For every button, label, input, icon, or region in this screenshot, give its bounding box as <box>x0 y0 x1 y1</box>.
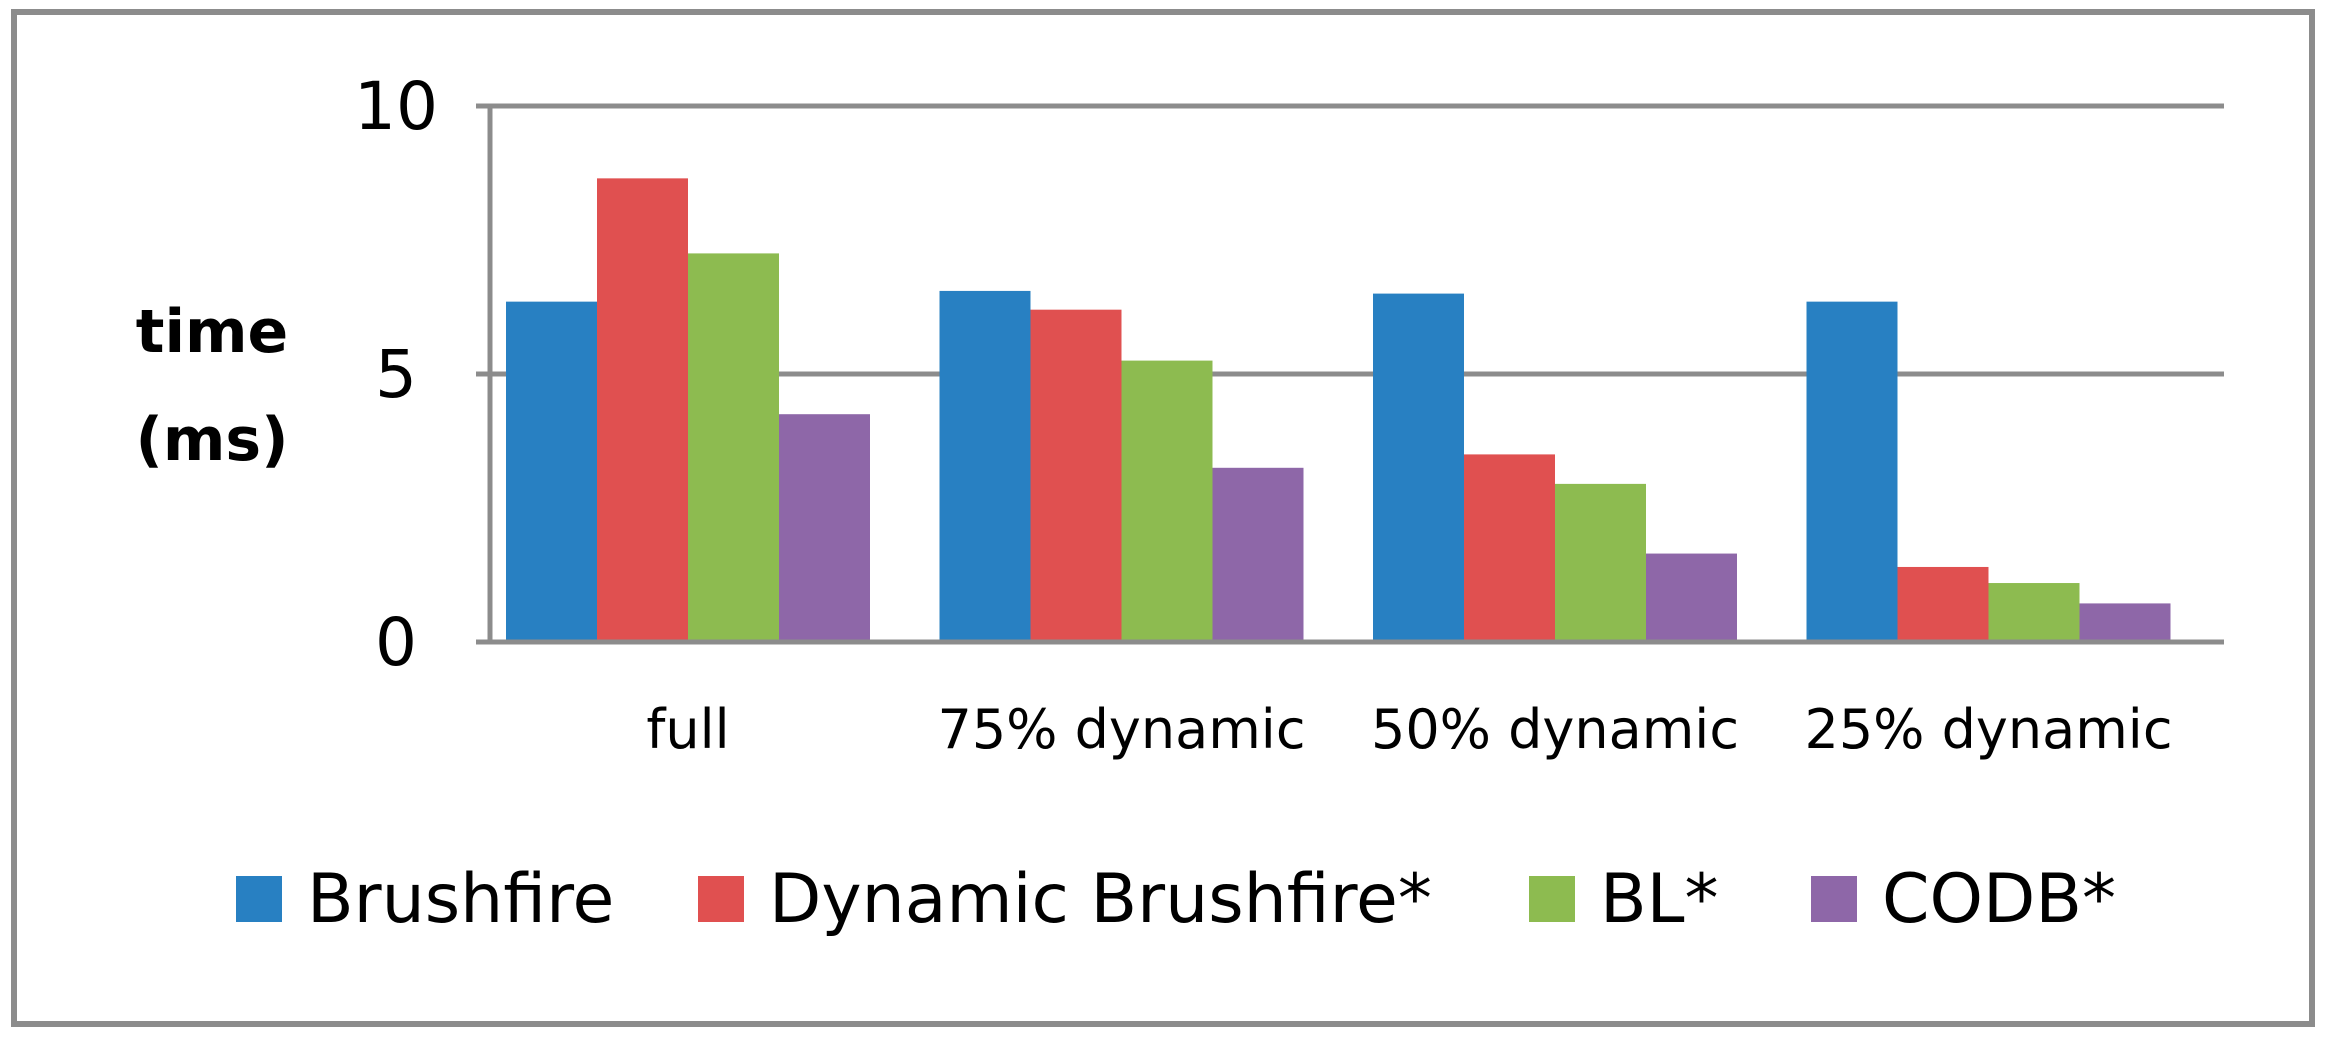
bar <box>1464 454 1555 642</box>
y-tick-labels: 0 5 10 <box>354 68 438 681</box>
bar <box>1030 309 1122 642</box>
legend-label: CODB* <box>1882 860 2116 939</box>
y-axis-title: time (ms) <box>135 297 288 475</box>
bar <box>1988 583 2080 642</box>
bar <box>506 301 597 642</box>
x-category-label: 25% dynamic <box>1804 698 2172 761</box>
bars <box>506 178 2171 643</box>
y-tick-label: 5 <box>375 336 417 413</box>
legend-swatch <box>1529 876 1575 922</box>
legend-label: Brushfire <box>307 860 614 939</box>
bar <box>1806 301 1898 642</box>
x-category-label: 50% dynamic <box>1371 698 1739 761</box>
bar <box>1897 566 1989 642</box>
bar <box>597 178 688 643</box>
x-category-label: 75% dynamic <box>937 698 1305 761</box>
y-axis-title-line-2: (ms) <box>135 405 288 475</box>
y-tick-label: 10 <box>354 68 438 145</box>
bar <box>1373 293 1464 642</box>
x-category-label: full <box>646 698 729 761</box>
bar <box>939 290 1031 642</box>
axes <box>476 106 2224 645</box>
bar <box>1121 360 1213 642</box>
bar <box>1646 553 1737 642</box>
legend-label: BL* <box>1600 860 1719 939</box>
bar <box>1212 467 1304 642</box>
legend-swatch <box>698 876 744 922</box>
legend-label: Dynamic Brushfire* <box>769 860 1432 939</box>
y-tick-label: 0 <box>375 604 417 681</box>
legend-swatch <box>1811 876 1857 922</box>
x-category-labels: full 75% dynamic 50% dynamic 25% dynamic <box>646 698 2172 761</box>
bar <box>1555 483 1646 642</box>
y-axis-title-line-1: time <box>136 297 288 367</box>
bar <box>779 414 870 642</box>
bar <box>688 253 779 642</box>
legend: Brushfire Dynamic Brushfire* BL* CODB* <box>236 860 2116 939</box>
legend-swatch <box>236 876 282 922</box>
bar <box>2079 603 2171 642</box>
